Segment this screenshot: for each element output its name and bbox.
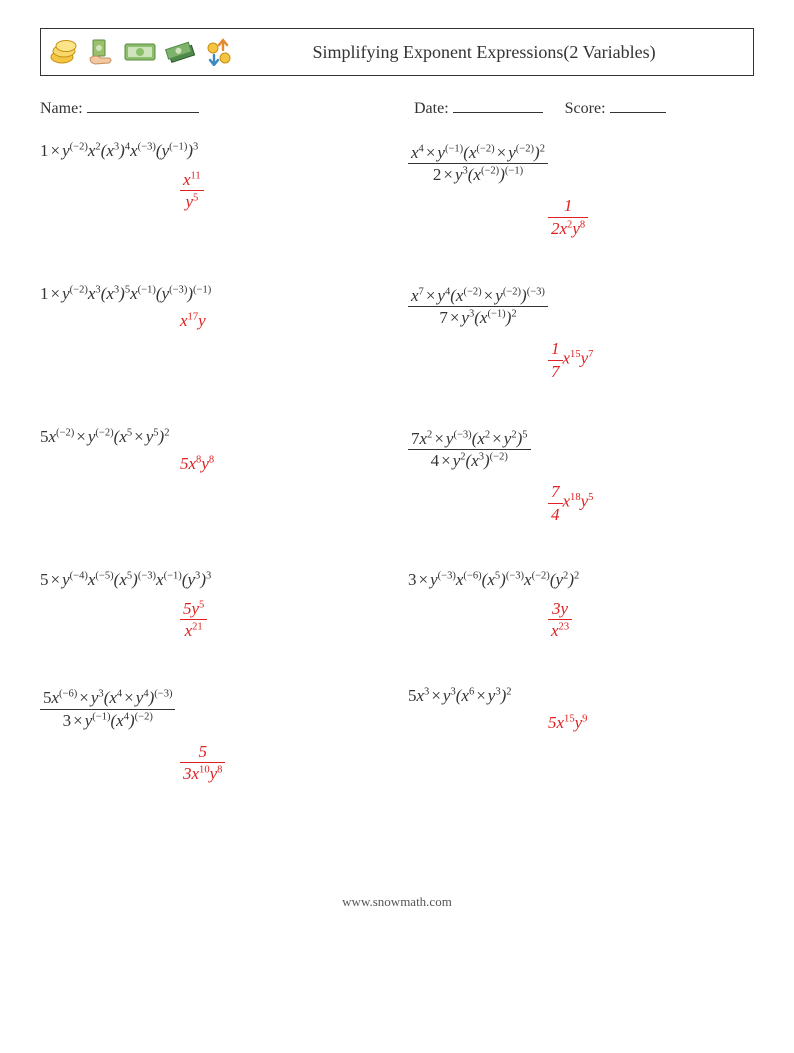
problem-3: 1×y(−2)x3(x3)5x(−1)(y(−3))(−1) x17y xyxy=(40,285,380,382)
expression: 1×y(−2)x3(x3)5x(−1)(y(−3))(−1) xyxy=(40,285,380,302)
answer: 17x15y7 xyxy=(408,338,748,382)
problem-7: 5×y(−4)x(−5)(x5)(−3)x(−1)(y3)3 5y5x21 xyxy=(40,571,380,642)
answer: x11y5 xyxy=(40,169,380,213)
answer: 5x15y9 xyxy=(408,714,748,731)
expression: x4×y(−1)(x(−2)×y(−2))22×y3(x(−2))(−1) xyxy=(408,142,748,186)
expression: 5x3×y3(x6×y3)2 xyxy=(408,687,748,704)
answer: 5x8y8 xyxy=(40,455,380,472)
expression: 5x(−2)×y(−2)(x5×y5)2 xyxy=(40,428,380,445)
expression: 1×y(−2)x2(x3)4x(−3)(y(−1))3 xyxy=(40,142,380,159)
coins-icon xyxy=(49,39,79,65)
name-label: Name: xyxy=(40,100,83,117)
arrows-updown-icon xyxy=(205,38,233,66)
problem-8: 3×y(−3)x(−6)(x5)(−3)x(−2)(y2)2 3yx23 xyxy=(408,571,748,642)
expression: 5×y(−4)x(−5)(x5)(−3)x(−1)(y3)3 xyxy=(40,571,380,588)
score-label: Score: xyxy=(565,100,606,117)
answer: 74x18y5 xyxy=(408,481,748,525)
answer: x17y xyxy=(40,312,380,329)
expression: 5x(−6)×y3(x4×y4)(−3)3×y(−1)(x4)(−2) xyxy=(40,687,380,731)
expression: x7×y4(x(−2)×y(−2))(−3)7×y3(x(−1))2 xyxy=(408,285,748,329)
header-box: Simplifying Exponent Expressions(2 Varia… xyxy=(40,28,754,76)
expression: 3×y(−3)x(−6)(x5)(−3)x(−2)(y2)2 xyxy=(408,571,748,588)
name-blank[interactable] xyxy=(87,96,199,113)
meta-score: Score: xyxy=(565,96,666,118)
meta-name: Name: xyxy=(40,96,414,118)
date-label: Date: xyxy=(414,100,449,117)
date-blank[interactable] xyxy=(453,96,543,113)
meta-date: Date: xyxy=(414,96,543,118)
header-icons xyxy=(49,38,233,66)
meta-row: Name: Date: Score: xyxy=(40,96,754,118)
problem-6: 7x2×y(−3)(x2×y2)54×y2(x3)(−2) 74x18y5 xyxy=(408,428,748,525)
problem-9: 5x(−6)×y3(x4×y4)(−3)3×y(−1)(x4)(−2) 53x10… xyxy=(40,687,380,784)
answer: 3yx23 xyxy=(408,598,748,642)
cash-stack-icon xyxy=(165,39,197,65)
answer: 5y5x21 xyxy=(40,598,380,642)
answer: 53x10y8 xyxy=(40,741,380,785)
problem-10: 5x3×y3(x6×y3)2 5x15y9 xyxy=(408,687,748,784)
problem-4: x7×y4(x(−2)×y(−2))(−3)7×y3(x(−1))2 17x15y… xyxy=(408,285,748,382)
worksheet-title: Simplifying Exponent Expressions(2 Varia… xyxy=(233,42,745,63)
bill-icon xyxy=(123,41,157,63)
hand-cash-icon xyxy=(87,38,115,66)
problem-5: 5x(−2)×y(−2)(x5×y5)2 5x8y8 xyxy=(40,428,380,525)
worksheet-page: Simplifying Exponent Expressions(2 Varia… xyxy=(0,0,794,930)
expression: 7x2×y(−3)(x2×y2)54×y2(x3)(−2) xyxy=(408,428,748,472)
answer: 12x2y8 xyxy=(408,195,748,239)
footer-text: www.snowmath.com xyxy=(40,894,754,910)
score-blank[interactable] xyxy=(610,96,666,113)
problem-1: 1×y(−2)x2(x3)4x(−3)(y(−1))3 x11y5 xyxy=(40,142,380,239)
problems-grid: 1×y(−2)x2(x3)4x(−3)(y(−1))3 x11y5 x4×y(−1)… xyxy=(40,142,754,785)
problem-2: x4×y(−1)(x(−2)×y(−2))22×y3(x(−2))(−1) 12x… xyxy=(408,142,748,239)
